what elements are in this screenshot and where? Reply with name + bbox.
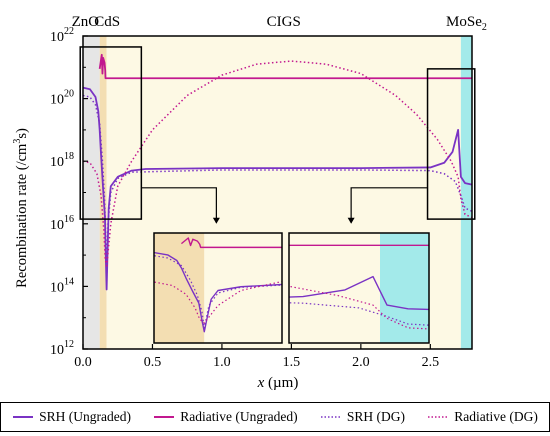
y-tick-label: 1020 — [50, 89, 74, 108]
x-tick-label: 0.5 — [144, 355, 162, 370]
legend-swatch-srh-ungraded — [13, 416, 34, 418]
legend-label: SRH (DG) — [346, 409, 405, 424]
y-tick-label: 1018 — [50, 151, 74, 170]
inset-right-series-radiative-ungraded — [289, 244, 429, 247]
y-tick-base: 10 — [50, 343, 64, 358]
series-radiative-ungraded — [98, 53, 472, 80]
y-tick-exponent: 16 — [64, 214, 74, 225]
recombination-rate-chart: 0.0 0.5 1.0 1.5 2.0 2.51012101410161018102010… — [12, 14, 487, 391]
legend-label: Radiative (Ungraded) — [180, 409, 298, 424]
legend-swatch-radiative-dg — [428, 416, 449, 418]
x-tick-label: 1.5 — [283, 355, 301, 370]
legend-item-srh-dg: SRH (DG) — [320, 409, 405, 425]
y-tick-label: 1022 — [50, 26, 74, 45]
x-tick-label: 1.0 — [213, 355, 231, 370]
y-tick-label: 1012 — [50, 339, 74, 358]
y-tick-exponent: 22 — [64, 26, 74, 37]
inset-left-left-region — [154, 233, 205, 343]
layer-label-subscript: 2 — [482, 22, 487, 33]
y-tick-exponent: 20 — [64, 89, 74, 100]
inset-left-series-radiative-ungraded — [180, 237, 282, 249]
zoom-box-right — [426, 68, 476, 220]
legend-item-radiative-ungraded: Radiative (Ungraded) — [153, 409, 298, 425]
y-tick-base: 10 — [50, 30, 64, 45]
legend-label: SRH (Ungraded) — [39, 409, 131, 424]
inset-left-frame — [153, 232, 283, 344]
x-tick-label: 0.0 — [74, 355, 92, 370]
series-srh-dg — [82, 94, 473, 281]
x-axis-label: x (µm) — [257, 375, 299, 391]
legend-swatch-srh-dg — [320, 416, 341, 418]
y-tick-label: 1016 — [50, 214, 74, 233]
inset-right-left-region — [289, 233, 380, 343]
inset-left-series-srh-ungraded — [154, 251, 282, 333]
legend-label: Radiative (DG) — [454, 409, 538, 424]
layer-band-zno — [83, 36, 100, 349]
layer-label-zno: ZnO — [72, 14, 100, 30]
layer-band-mose — [460, 36, 472, 349]
inset-left-right-region — [204, 233, 282, 343]
layer-label-mose: MoSe2 — [446, 14, 487, 33]
legend-item-srh-ungraded: SRH (Ungraded) — [12, 409, 131, 425]
y-tick-base: 10 — [50, 280, 64, 295]
layer-label-cigs: CIGS — [267, 14, 301, 30]
zoom-arrow-right — [350, 187, 428, 223]
y-tick-exponent: 18 — [64, 151, 74, 162]
legend-item-radiative-dg: Radiative (DG) — [427, 409, 538, 425]
layer-label-cds: CdS — [94, 14, 120, 30]
inset-right-frame — [288, 232, 430, 344]
zoom-arrowhead-right — [347, 217, 355, 224]
y-tick-exponent: 14 — [64, 276, 74, 287]
zoom-arrowhead-left — [212, 217, 220, 224]
legend: SRH (Ungraded) Radiative (Ungraded) SRH … — [0, 402, 550, 432]
y-tick-label: 1014 — [50, 276, 74, 295]
y-tick-base: 10 — [50, 218, 64, 233]
y-axis-label: Recombination rate (/cm3s) — [12, 128, 30, 288]
series-radiative-dg — [82, 60, 473, 269]
x-tick-label: 2.0 — [352, 355, 370, 370]
y-tick-base: 10 — [50, 93, 64, 108]
y-tick-base: 10 — [50, 155, 64, 170]
inset-right-series-srh-dg — [289, 302, 429, 326]
y-axis-label-superscript: 3 — [12, 139, 23, 144]
zoom-box-left — [79, 46, 143, 220]
x-tick-label: 2.5 — [422, 355, 440, 370]
zoom-arrow-left — [141, 187, 217, 223]
inset-right-series-srh-ungraded — [289, 275, 429, 311]
inset-right-right-region — [380, 233, 429, 343]
y-tick-exponent: 12 — [64, 339, 74, 350]
inset-right-series-radiative-dg — [289, 285, 429, 330]
legend-swatch-radiative-ungraded — [154, 416, 175, 418]
series-srh-ungraded — [82, 86, 473, 291]
